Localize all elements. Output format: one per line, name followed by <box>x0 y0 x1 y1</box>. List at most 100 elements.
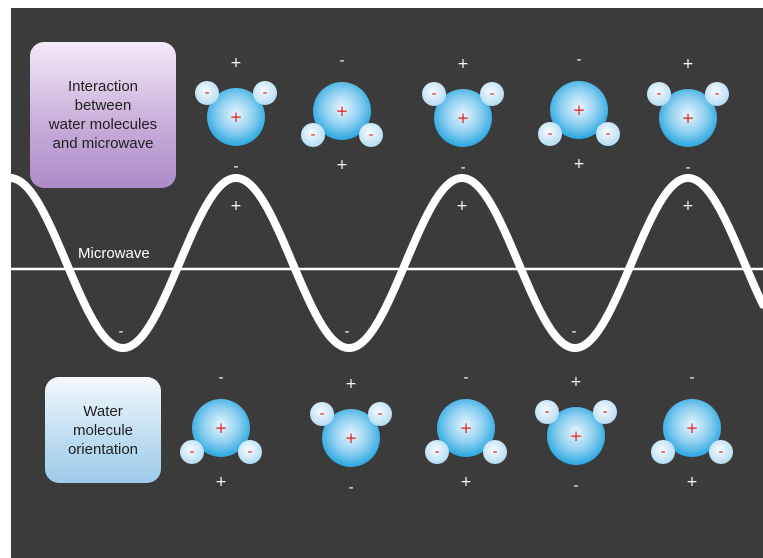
hydrogen-charge: - <box>602 404 607 420</box>
hydrogen-charge: - <box>247 444 252 460</box>
hydrogen-atom <box>705 82 729 106</box>
oxygen-atom <box>437 399 495 457</box>
hydrogen-atom <box>359 123 383 147</box>
pole-sign-plus: + <box>573 156 585 172</box>
hydrogen-charge: - <box>310 127 315 143</box>
hydrogen-charge: - <box>434 444 439 460</box>
pole-sign-minus: - <box>685 160 690 176</box>
microwave-wave <box>7 174 763 353</box>
oxygen-atom <box>322 409 380 467</box>
hydrogen-atom <box>238 440 262 464</box>
pole-sign-minus: - <box>576 52 581 68</box>
hydrogen-atom <box>422 82 446 106</box>
wave-trough-sign: - <box>344 324 349 340</box>
hydrogen-charge: - <box>544 404 549 420</box>
hydrogen-charge: - <box>656 86 661 102</box>
orientation-label-box: Water molecule orientation <box>45 377 161 483</box>
wave-crest-sign: + <box>456 198 468 214</box>
pole-sign-minus: - <box>460 160 465 176</box>
oxygen-atom <box>434 89 492 147</box>
pole-sign-plus: + <box>215 474 227 490</box>
pole-sign-plus: + <box>686 474 698 490</box>
water-molecule: + - - + - <box>538 52 620 172</box>
pole-sign-plus: + <box>336 157 348 173</box>
oxygen-charge: + <box>215 419 228 437</box>
oxygen-charge: + <box>345 429 358 447</box>
oxygen-charge: + <box>460 419 473 437</box>
water-molecule: + - - + - <box>651 370 733 490</box>
pole-sign-plus: + <box>230 55 242 71</box>
pole-sign-minus: - <box>339 53 344 69</box>
hydrogen-atom <box>253 81 277 105</box>
hydrogen-charge: - <box>189 444 194 460</box>
hydrogen-charge: - <box>204 85 209 101</box>
hydrogen-atom <box>368 402 392 426</box>
pole-sign-plus: + <box>345 376 357 392</box>
hydrogen-atom <box>535 400 559 424</box>
water-molecule: + - - + - <box>647 56 729 176</box>
hydrogen-atom <box>180 440 204 464</box>
oxygen-charge: + <box>457 109 470 127</box>
oxygen-atom <box>550 81 608 139</box>
hydrogen-atom <box>538 122 562 146</box>
pole-sign-plus: + <box>460 474 472 490</box>
water-molecule: + - - + - <box>425 370 507 490</box>
hydrogen-charge: - <box>262 85 267 101</box>
microwave-label: Microwave <box>78 245 150 262</box>
pole-sign-minus: - <box>689 370 694 386</box>
hydrogen-atom <box>195 81 219 105</box>
pole-sign-minus: - <box>573 478 578 494</box>
hydrogen-atom <box>483 440 507 464</box>
oxygen-atom <box>663 399 721 457</box>
hydrogen-charge: - <box>718 444 723 460</box>
water-molecule: + - - + - <box>310 376 392 496</box>
hydrogen-atom <box>425 440 449 464</box>
hydrogen-charge: - <box>319 406 324 422</box>
hydrogen-charge: - <box>660 444 665 460</box>
oxygen-charge: + <box>682 109 695 127</box>
hydrogen-atom <box>651 440 675 464</box>
hydrogen-charge: - <box>377 406 382 422</box>
wave-trough-sign: - <box>571 324 576 340</box>
hydrogen-atom <box>301 123 325 147</box>
hydrogen-charge: - <box>492 444 497 460</box>
hydrogen-charge: - <box>547 126 552 142</box>
water-molecule: + - - + - <box>180 370 262 490</box>
hydrogen-atom <box>709 440 733 464</box>
hydrogen-charge: - <box>368 127 373 143</box>
water-molecule: + - - + - <box>535 374 617 494</box>
hydrogen-charge: - <box>431 86 436 102</box>
pole-sign-minus: - <box>463 370 468 386</box>
wave-crest-sign: + <box>682 198 694 214</box>
hydrogen-charge: - <box>605 126 610 142</box>
oxygen-charge: + <box>336 102 349 120</box>
pole-sign-minus: - <box>218 370 223 386</box>
wave-crest-sign: + <box>230 198 242 214</box>
oxygen-charge: + <box>230 108 243 126</box>
hydrogen-atom <box>480 82 504 106</box>
interaction-label-box: Interaction between water molecules and … <box>30 42 176 188</box>
oxygen-atom <box>547 407 605 465</box>
water-molecule: + - - + - <box>301 53 383 173</box>
pole-sign-plus: + <box>457 56 469 72</box>
oxygen-charge: + <box>573 101 586 119</box>
oxygen-charge: + <box>686 419 699 437</box>
pole-sign-minus: - <box>233 159 238 175</box>
pole-sign-plus: + <box>570 374 582 390</box>
oxygen-atom <box>192 399 250 457</box>
hydrogen-atom <box>647 82 671 106</box>
hydrogen-atom <box>310 402 334 426</box>
oxygen-atom <box>313 82 371 140</box>
hydrogen-charge: - <box>489 86 494 102</box>
wave-trough-sign: - <box>118 324 123 340</box>
water-molecule: + - - + - <box>195 55 277 175</box>
pole-sign-minus: - <box>348 480 353 496</box>
oxygen-atom <box>207 88 265 146</box>
oxygen-charge: + <box>570 427 583 445</box>
oxygen-atom <box>659 89 717 147</box>
hydrogen-atom <box>593 400 617 424</box>
hydrogen-atom <box>596 122 620 146</box>
hydrogen-charge: - <box>714 86 719 102</box>
